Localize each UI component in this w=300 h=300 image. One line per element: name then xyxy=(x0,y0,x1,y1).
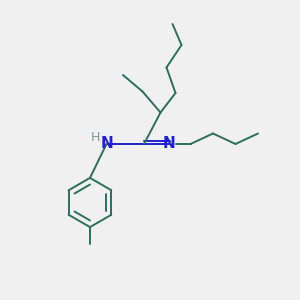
Text: H: H xyxy=(90,131,100,144)
Text: N: N xyxy=(163,136,176,152)
Text: N: N xyxy=(100,136,113,152)
